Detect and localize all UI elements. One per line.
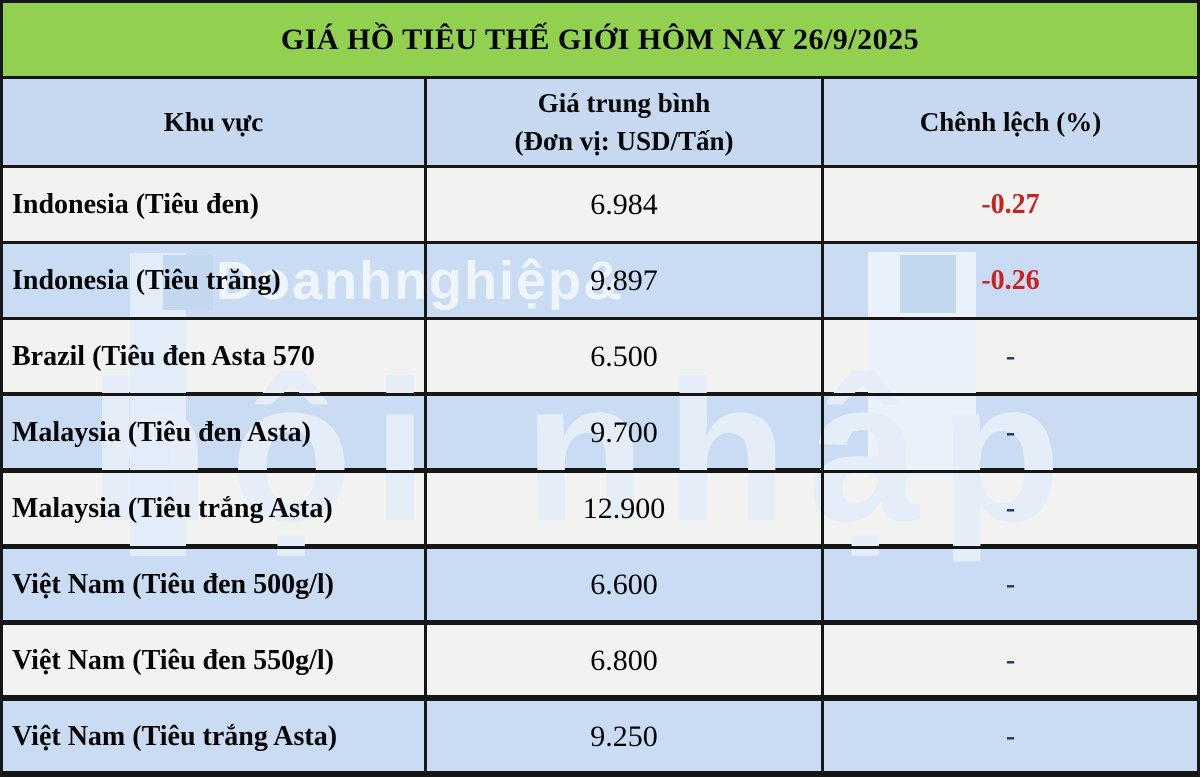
region-cell: Việt Nam (Tiêu đen 500g/l) bbox=[12, 569, 334, 601]
region-cell: Brazil (Tiêu đen Asta 570 bbox=[12, 340, 315, 372]
price-cell: 9.897 bbox=[424, 244, 824, 318]
price-cell: 12.900 bbox=[424, 472, 824, 546]
header-region: Khu vực bbox=[163, 106, 264, 137]
change-cell: - bbox=[1005, 340, 1016, 372]
change-cell: - bbox=[1005, 721, 1016, 753]
price-cell: 6.600 bbox=[424, 548, 824, 622]
price-cell: 6.984 bbox=[424, 168, 824, 242]
header-row: Khu vực Giá trung bình (Đơn vị: USD/Tấn)… bbox=[3, 79, 1197, 168]
change-cell: -0.26 bbox=[981, 264, 1040, 296]
region-cell: Malaysia (Tiêu trắng Asta) bbox=[12, 493, 333, 525]
table-row-bg bbox=[3, 622, 1197, 699]
header-price-line1: Giá trung bình bbox=[537, 88, 711, 118]
table-row-bg bbox=[3, 395, 1197, 471]
region-cell: Indonesia (Tiêu trăng) bbox=[12, 264, 281, 296]
table-row: Indonesia (Tiêu đen) 6.984 -0.27 bbox=[3, 168, 1197, 245]
table-row-bg bbox=[3, 471, 1197, 547]
header-price: Giá trung bình (Đơn vị: USD/Tấn) bbox=[424, 79, 824, 165]
region-cell: Việt Nam (Tiêu trắng Asta) bbox=[12, 721, 338, 753]
table-row-bg bbox=[3, 698, 1197, 774]
region-cell: Indonesia (Tiêu đen) bbox=[12, 188, 259, 220]
change-cell: - bbox=[1005, 569, 1016, 601]
price-cell: 9.700 bbox=[424, 396, 824, 470]
table-row-bg bbox=[3, 546, 1197, 623]
change-cell: - bbox=[1005, 493, 1016, 525]
table-row: Indonesia (Tiêu trăng) 9.897 -0.26 bbox=[3, 244, 1197, 321]
change-cell: -0.27 bbox=[981, 188, 1040, 220]
change-cell: - bbox=[1005, 645, 1016, 677]
price-cell: 6.500 bbox=[424, 320, 824, 394]
header-change: Chênh lệch (%) bbox=[919, 106, 1102, 137]
region-cell: Việt Nam (Tiêu đen 550g/l) bbox=[12, 645, 334, 677]
table-row: Brazil (Tiêu đen Asta 570 6.500 - bbox=[3, 320, 1197, 397]
change-cell: - bbox=[1005, 416, 1016, 448]
page-title: GIÁ HỒ TIÊU THẾ GIỚI HÔM NAY 26/9/2025 bbox=[280, 22, 920, 56]
price-cell: 9.250 bbox=[424, 700, 824, 774]
table-row: Malaysia (Tiêu đen Asta) 9.700 - bbox=[3, 396, 1197, 473]
table-row: Việt Nam (Tiêu trắng Asta) 9.250 - bbox=[3, 700, 1197, 774]
table-row: Malaysia (Tiêu trắng Asta) 12.900 - bbox=[3, 472, 1197, 549]
table-row: Việt Nam (Tiêu đen 550g/l) 6.800 - bbox=[3, 624, 1197, 701]
header-price-line2: (Đơn vị: USD/Tấn) bbox=[514, 126, 734, 156]
header-row-bg bbox=[3, 79, 1197, 168]
table-row: Việt Nam (Tiêu đen 500g/l) 6.600 - bbox=[3, 548, 1197, 625]
price-cell: 6.800 bbox=[424, 624, 824, 698]
region-cell: Malaysia (Tiêu đen Asta) bbox=[12, 416, 311, 448]
title-row: GIÁ HỒ TIÊU THẾ GIỚI HÔM NAY 26/9/2025 bbox=[3, 3, 1197, 79]
